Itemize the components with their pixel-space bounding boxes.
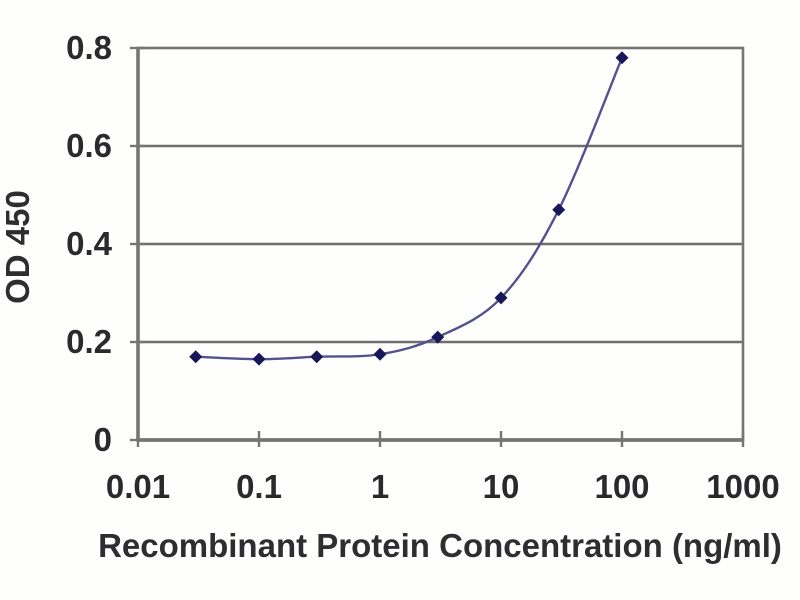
x-tick-label-1: 1 bbox=[370, 468, 390, 505]
y-tick-label-0.8: 0.8 bbox=[66, 29, 112, 66]
x-tick-label-10: 10 bbox=[482, 468, 520, 505]
data-point-marker-10 bbox=[494, 291, 508, 305]
y-tick-label-0.6: 0.6 bbox=[66, 127, 112, 164]
y-tick-label-0.2: 0.2 bbox=[66, 323, 112, 360]
x-tick-label-1000: 1000 bbox=[706, 468, 780, 505]
x-tick-label-100: 100 bbox=[594, 468, 650, 505]
data-point-marker-100 bbox=[615, 51, 629, 65]
y-tick-label-0: 0 bbox=[93, 421, 112, 458]
x-tick-label-0.1: 0.1 bbox=[236, 468, 282, 505]
data-point-marker-0.1 bbox=[252, 352, 266, 366]
data-point-marker-1 bbox=[373, 347, 387, 361]
data-point-marker-30 bbox=[552, 203, 566, 217]
data-point-marker-3 bbox=[431, 330, 445, 344]
y-axis-title: OD 450 bbox=[0, 190, 36, 304]
data-point-marker-0.03 bbox=[189, 350, 203, 364]
data-point-marker-0.3 bbox=[310, 350, 324, 364]
y-tick-label-0.4: 0.4 bbox=[66, 225, 112, 262]
x-tick-label-0.01: 0.01 bbox=[105, 468, 171, 505]
x-axis-title: Recombinant Protein Concentration (ng/ml… bbox=[98, 527, 782, 564]
